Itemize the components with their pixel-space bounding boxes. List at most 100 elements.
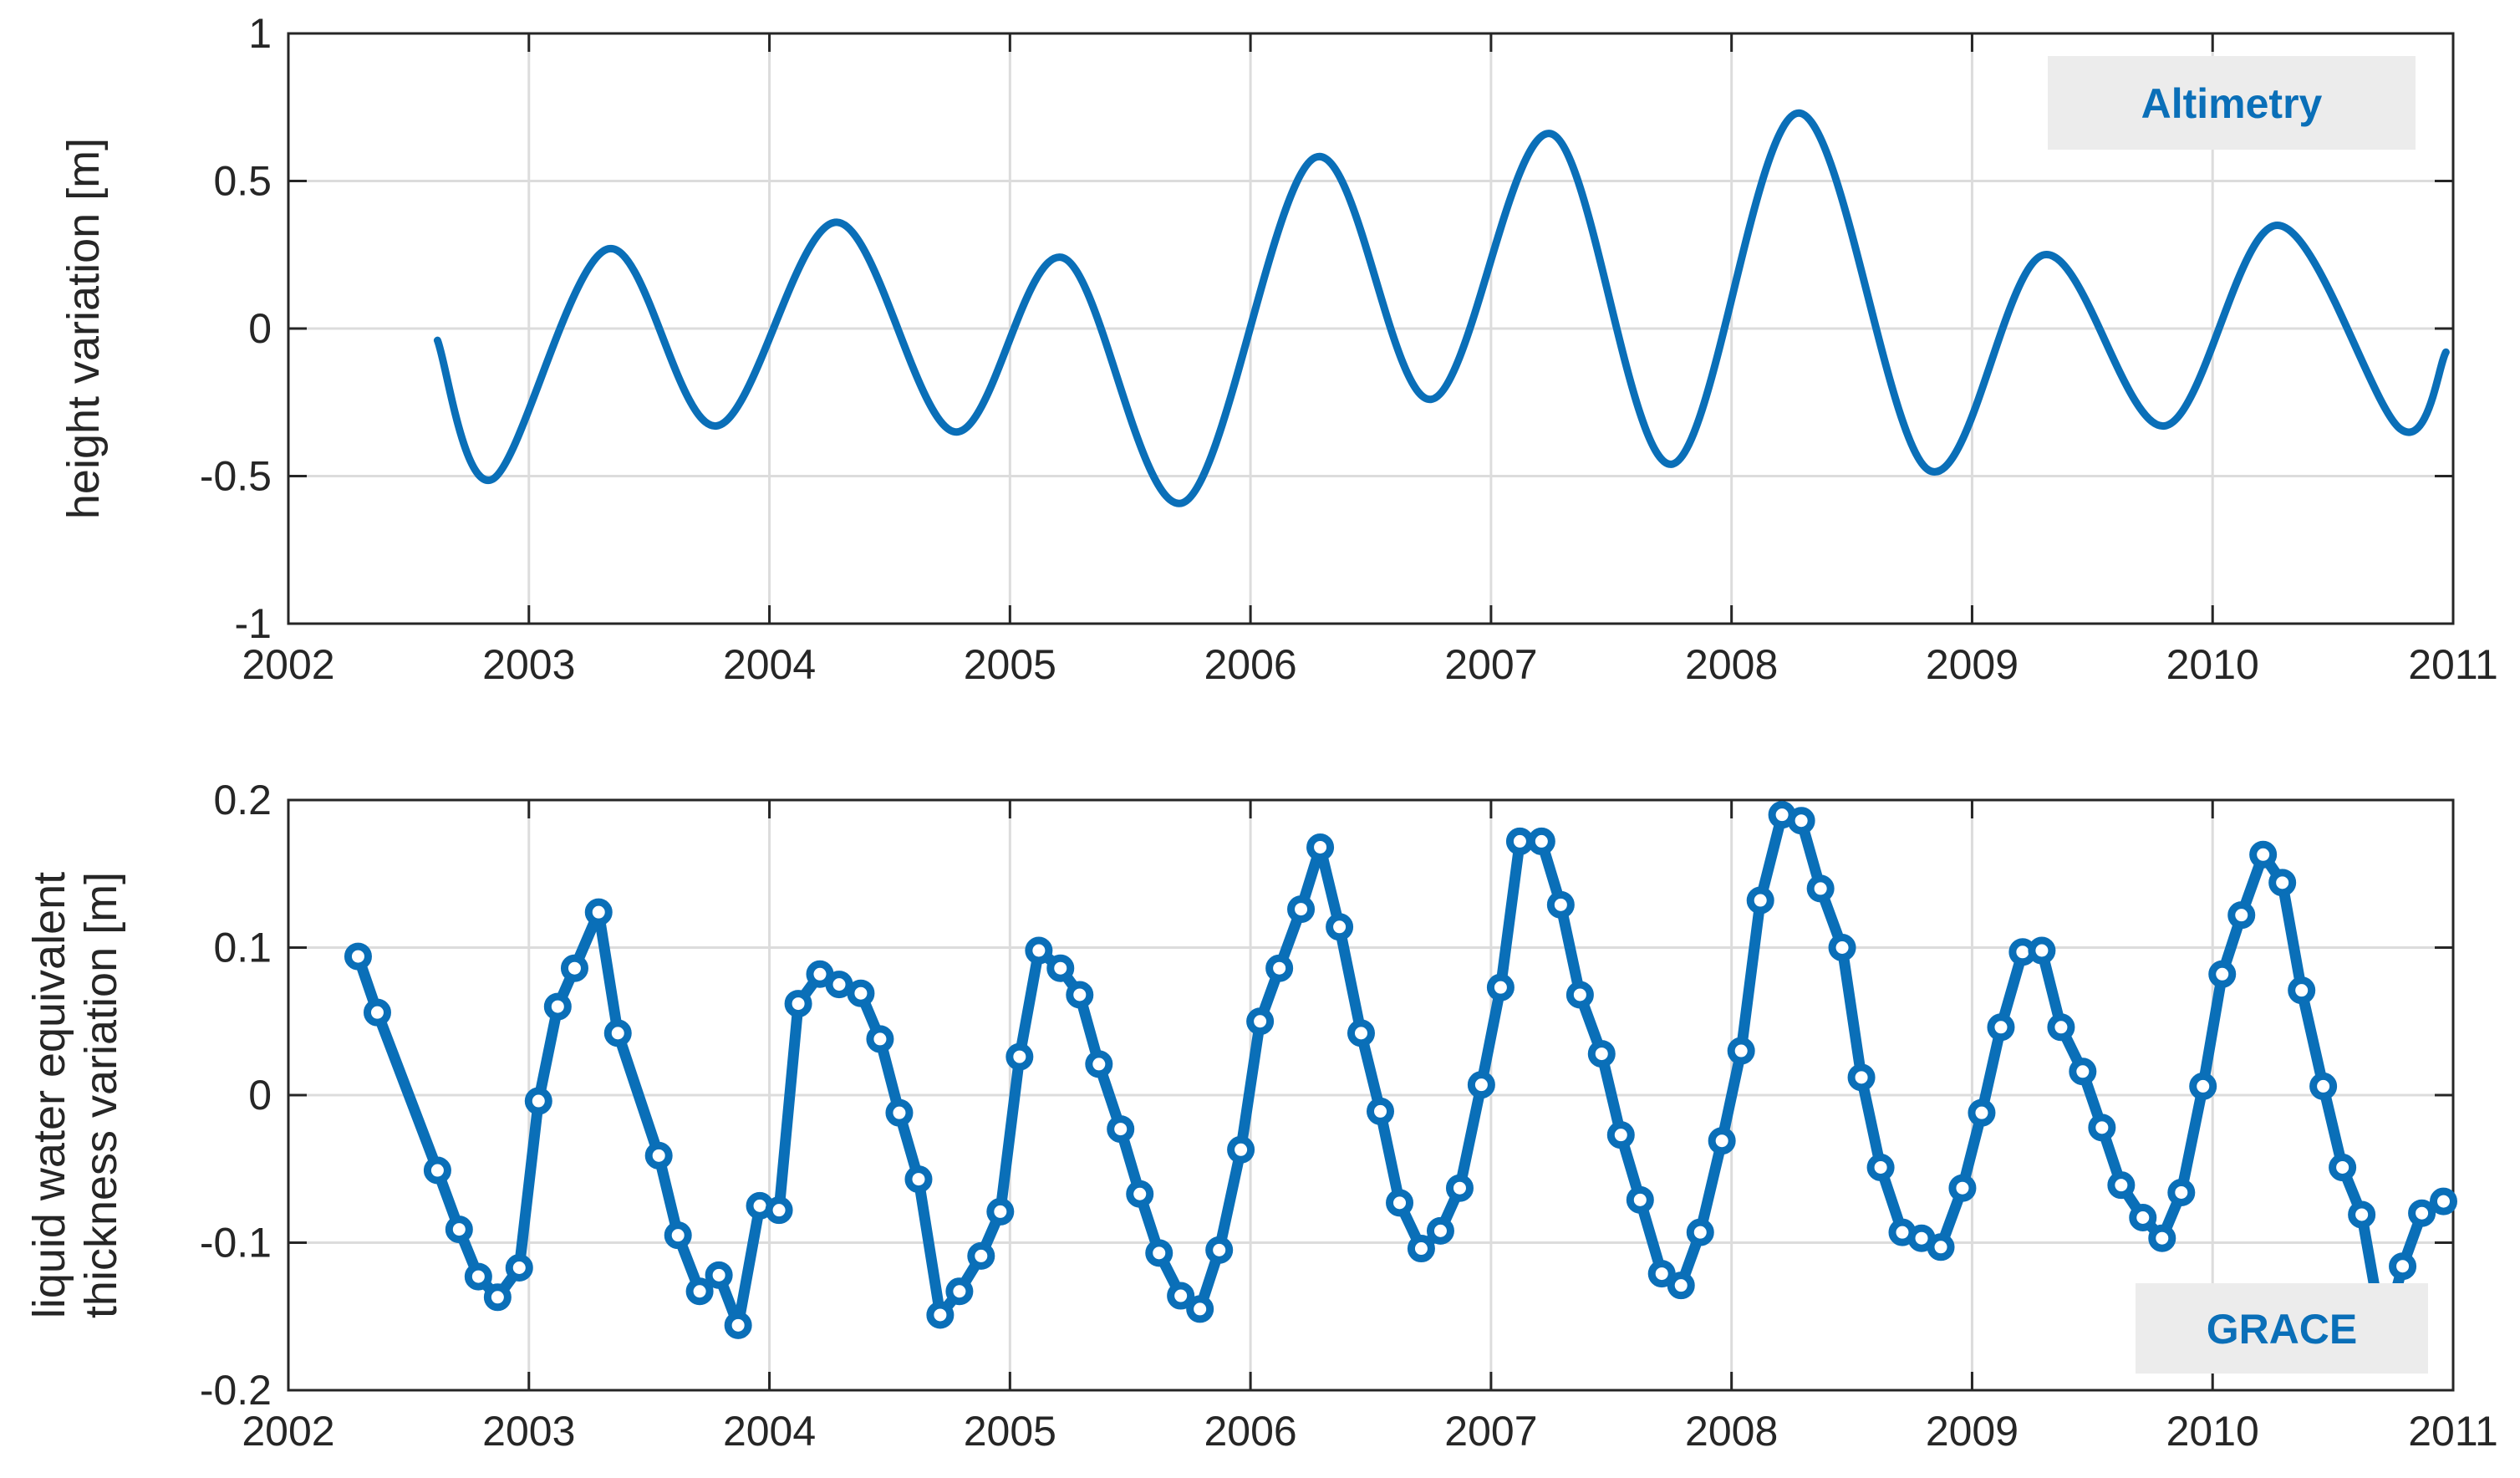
data-point (926, 1301, 955, 1329)
data-point (705, 1261, 733, 1289)
data-point (644, 1141, 673, 1170)
data-point (1527, 827, 1555, 855)
data-point (1708, 1127, 1736, 1155)
data-point (986, 1197, 1015, 1226)
data-point (2288, 976, 2316, 1005)
data-point (1927, 1233, 1955, 1261)
data-point (1066, 981, 1094, 1009)
data-point (904, 1165, 933, 1194)
data-point (2088, 1114, 2116, 1142)
data-point (664, 1221, 692, 1250)
data-point (483, 1283, 512, 1312)
data-point (2047, 1013, 2075, 1042)
series-line (433, 109, 2450, 507)
data-point (584, 898, 613, 926)
y-tick-label: 0 (248, 305, 272, 352)
data-point (603, 1019, 632, 1047)
data-point (1505, 827, 1534, 855)
data-point (2167, 1178, 2196, 1206)
data-point (1847, 1063, 1876, 1092)
data-point (1828, 934, 1856, 961)
y-axis-label: height variation [m] (59, 138, 109, 519)
x-tick-label: 2007 (1444, 1408, 1537, 1455)
data-point (2107, 1171, 2136, 1200)
data-point (2268, 869, 2297, 897)
data-point (1025, 936, 1053, 965)
y-axis-label-line: liquid water equivalent (24, 872, 74, 1318)
data-point (806, 960, 834, 988)
data-point (945, 1277, 974, 1306)
data-point (1565, 981, 1594, 1009)
data-point (2069, 1058, 2097, 1086)
data-point (1948, 1174, 1977, 1202)
data-point (1806, 874, 1835, 903)
data-point (505, 1254, 533, 1282)
data-point (847, 979, 875, 1007)
x-tick-label: 2006 (1204, 1408, 1296, 1455)
data-point (2208, 960, 2237, 988)
data-point (1265, 954, 1294, 982)
data-point (784, 990, 812, 1018)
y-tick-label: 0.1 (213, 925, 272, 971)
data-point (1407, 1235, 1435, 1263)
data-point (1005, 1042, 1034, 1071)
x-tick-label: 2008 (1685, 1408, 1778, 1455)
data-point (1667, 1272, 1695, 1300)
x-tick-label: 2004 (723, 1408, 816, 1455)
x-tick-label: 2009 (1926, 1408, 2019, 1455)
data-point (1386, 1189, 1414, 1217)
data-point (2028, 936, 2056, 965)
data-point (1347, 1019, 1375, 1047)
y-tick-label: 1 (248, 10, 272, 57)
altimetry-chart: 2002 2003 2004 2005 2006 2007 2008 2009 2010 2011… (59, 10, 2498, 688)
data-point (2148, 1224, 2176, 1252)
data-point (1968, 1098, 1996, 1127)
data-point (967, 1241, 995, 1270)
data-point (1587, 1040, 1616, 1068)
data-point (1186, 1295, 1214, 1323)
y-axis-label-line: thickness variation [m] (76, 872, 126, 1318)
data-point (1367, 1097, 1395, 1125)
data-point (1606, 1121, 1635, 1149)
data-point (543, 992, 572, 1021)
data-point (1287, 895, 1316, 924)
data-point (765, 1196, 793, 1225)
x-tick-label: 2011 (2408, 1408, 2498, 1455)
y-tick-label: -1 (235, 600, 272, 647)
data-point (560, 954, 588, 982)
data-point (1426, 1216, 1454, 1245)
data-point (363, 998, 391, 1027)
x-tick-label: 2003 (482, 641, 575, 688)
data-point (1085, 1050, 1113, 1078)
y-tick-label: -0.2 (200, 1367, 272, 1414)
data-point (825, 971, 853, 999)
data-point (1866, 1153, 1895, 1181)
data-point (464, 1262, 492, 1291)
data-point (423, 1156, 451, 1185)
data-point (685, 1277, 714, 1306)
data-point (2189, 1072, 2217, 1100)
data-point (1467, 1071, 1495, 1099)
data-point (1306, 833, 1335, 861)
data-point (1486, 973, 1515, 1001)
data-point (1046, 954, 1075, 982)
x-tick-label: 2004 (723, 641, 816, 688)
y-tick-label: 0 (248, 1072, 272, 1119)
data-point (1746, 886, 1774, 915)
data-point (344, 942, 372, 971)
legend-box (2136, 1283, 2428, 1374)
data-point (1626, 1185, 1654, 1214)
x-tick-label: 2002 (242, 641, 334, 688)
legend-box (2048, 56, 2416, 150)
data-point (2348, 1200, 2376, 1229)
data-point (1445, 1174, 1474, 1202)
data-point (1145, 1239, 1173, 1267)
data-point (1787, 807, 1815, 835)
grace-chart: 2002 2003 2004 2005 2006 2007 2008 2009 2010 2011… (24, 777, 2498, 1455)
y-tick-label: -0.5 (200, 453, 272, 500)
x-tick-label: 2007 (1444, 641, 1537, 688)
legend-label: Altimetry (2141, 80, 2323, 127)
data-point (1107, 1115, 1135, 1144)
x-tick-label: 2006 (1204, 641, 1296, 688)
